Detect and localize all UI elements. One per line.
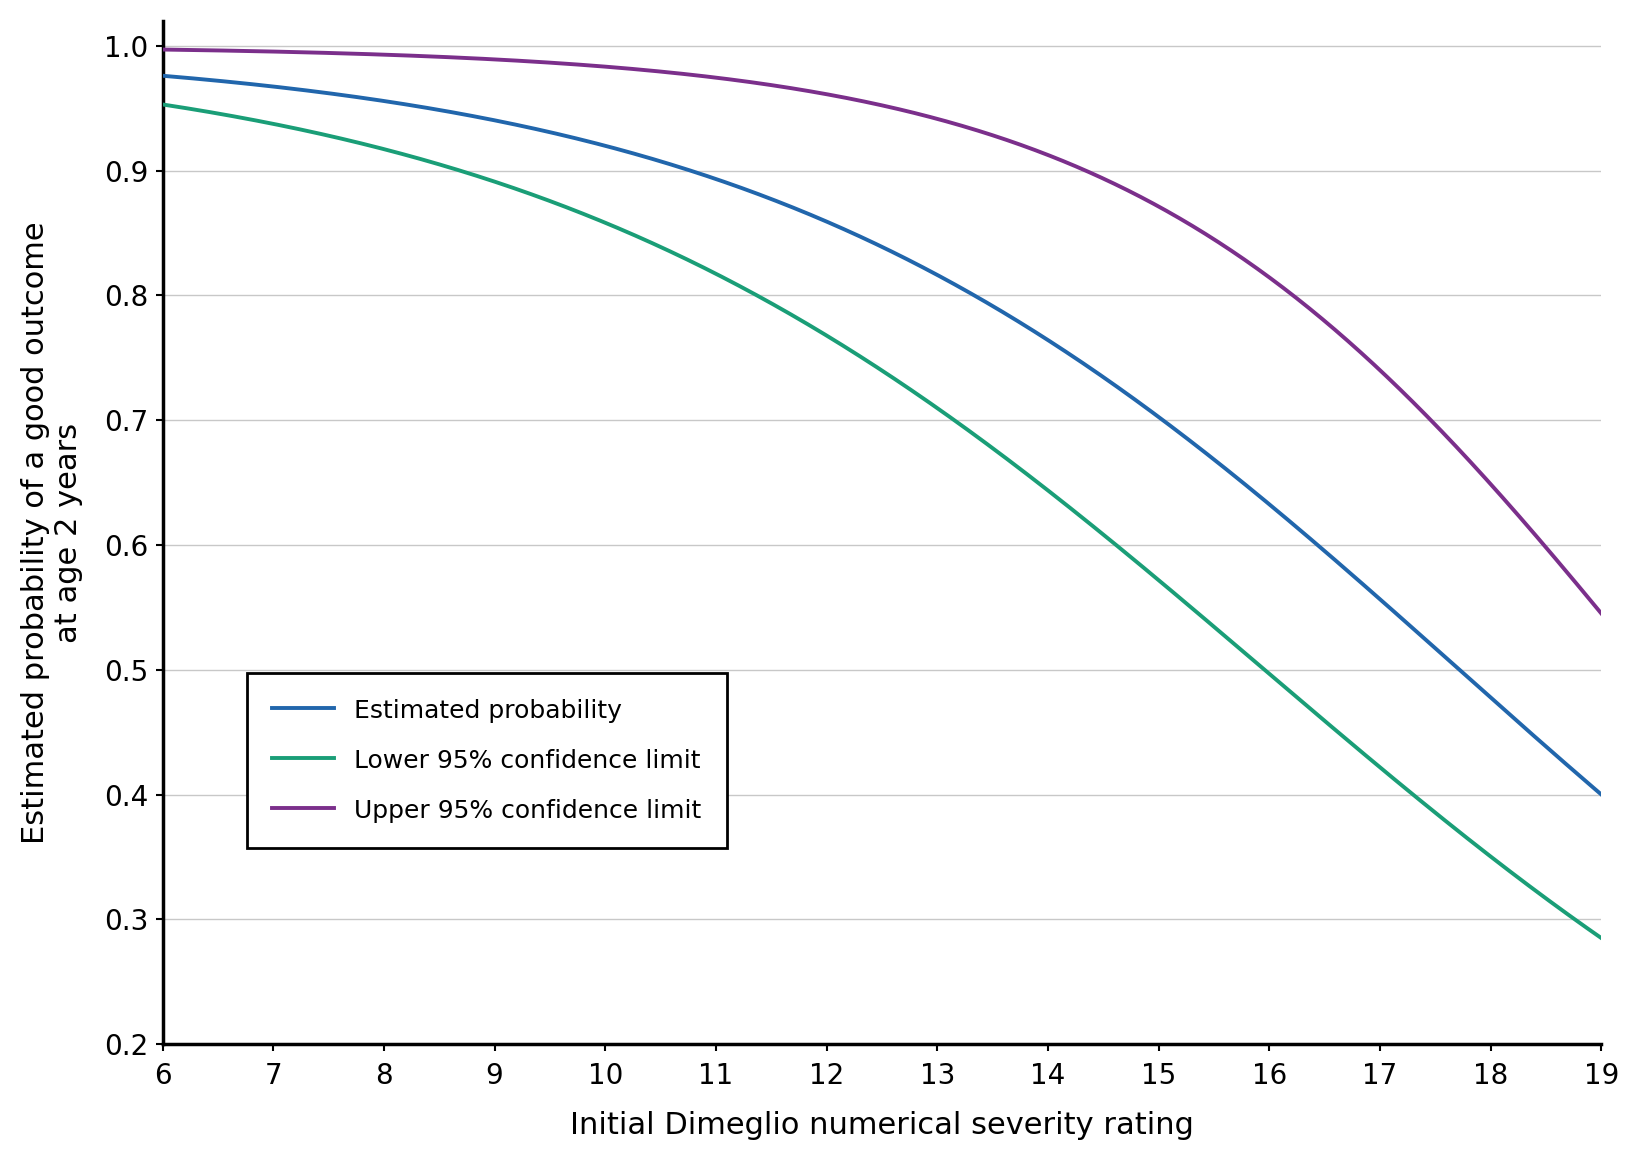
Line: Lower 95% confidence limit: Lower 95% confidence limit [162, 104, 1601, 938]
Line: Upper 95% confidence limit: Upper 95% confidence limit [162, 50, 1601, 614]
Upper 95% confidence limit [1274, 282, 1293, 296]
Lower 95% confidence limit [152, 98, 172, 111]
Upper 95% confidence limit [787, 82, 806, 96]
Legend: Estimated probability, Lower 95% confidence limit, Upper 95% confidence limit: Estimated probability, Lower 95% confide… [247, 673, 726, 848]
Upper 95% confidence limit [734, 74, 754, 88]
Estimated probability [787, 202, 806, 216]
Lower 95% confidence limit [1300, 702, 1319, 716]
Lower 95% confidence limit [1141, 567, 1160, 580]
Estimated probability [1141, 404, 1160, 418]
Estimated probability [1300, 532, 1319, 546]
Line: Estimated probability: Estimated probability [162, 75, 1601, 794]
Lower 95% confidence limit [300, 124, 320, 138]
Lower 95% confidence limit [787, 311, 806, 325]
Estimated probability [734, 182, 754, 196]
Upper 95% confidence limit [300, 45, 320, 59]
X-axis label: Initial Dimeglio numerical severity rating: Initial Dimeglio numerical severity rati… [570, 1111, 1193, 1140]
Estimated probability [1274, 510, 1293, 524]
Upper 95% confidence limit [1591, 607, 1611, 621]
Estimated probability [1591, 787, 1611, 801]
Lower 95% confidence limit [1591, 931, 1611, 945]
Upper 95% confidence limit [1300, 302, 1319, 316]
Estimated probability [300, 84, 320, 98]
Y-axis label: Estimated probability of a good outcome
at age 2 years: Estimated probability of a good outcome … [21, 222, 84, 844]
Upper 95% confidence limit [152, 43, 172, 57]
Upper 95% confidence limit [1141, 195, 1160, 209]
Lower 95% confidence limit [734, 282, 754, 296]
Estimated probability [152, 68, 172, 82]
Lower 95% confidence limit [1274, 680, 1293, 694]
